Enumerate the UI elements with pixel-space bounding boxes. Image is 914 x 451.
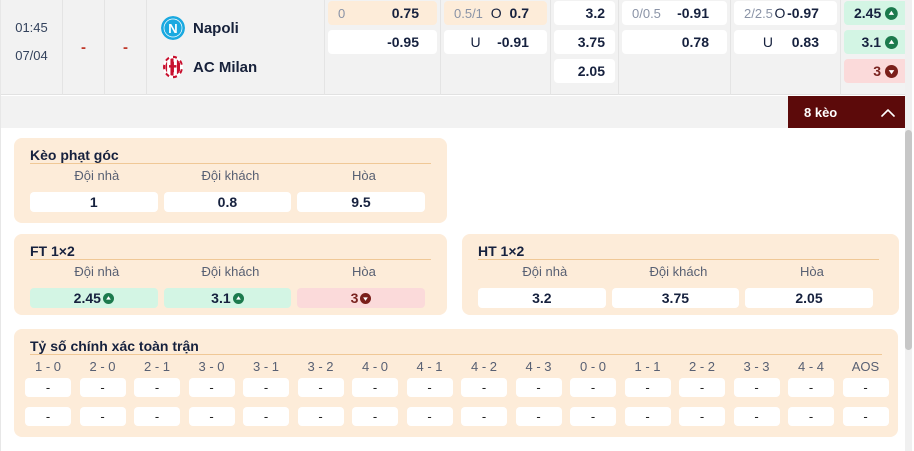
svg-text:N: N	[168, 21, 177, 36]
